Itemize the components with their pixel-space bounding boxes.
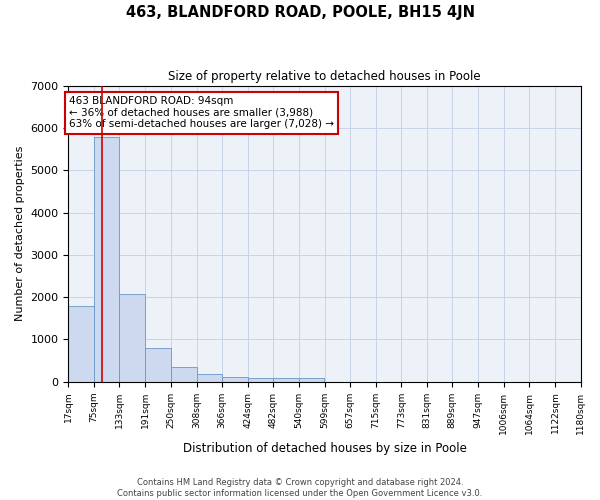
- Bar: [222, 376, 248, 382]
- Text: 463, BLANDFORD ROAD, POOLE, BH15 4JN: 463, BLANDFORD ROAD, POOLE, BH15 4JN: [125, 5, 475, 20]
- Y-axis label: Number of detached properties: Number of detached properties: [15, 146, 25, 322]
- Bar: [94, 137, 119, 382]
- Bar: [273, 378, 299, 382]
- Bar: [299, 378, 324, 382]
- Bar: [171, 368, 197, 382]
- Bar: [248, 378, 273, 382]
- Bar: [68, 306, 94, 382]
- X-axis label: Distribution of detached houses by size in Poole: Distribution of detached houses by size …: [182, 442, 466, 455]
- Bar: [145, 348, 170, 382]
- Title: Size of property relative to detached houses in Poole: Size of property relative to detached ho…: [168, 70, 481, 83]
- Text: 463 BLANDFORD ROAD: 94sqm
← 36% of detached houses are smaller (3,988)
63% of se: 463 BLANDFORD ROAD: 94sqm ← 36% of detac…: [69, 96, 334, 130]
- Bar: [119, 294, 145, 382]
- Text: Contains HM Land Registry data © Crown copyright and database right 2024.
Contai: Contains HM Land Registry data © Crown c…: [118, 478, 482, 498]
- Bar: [197, 374, 222, 382]
